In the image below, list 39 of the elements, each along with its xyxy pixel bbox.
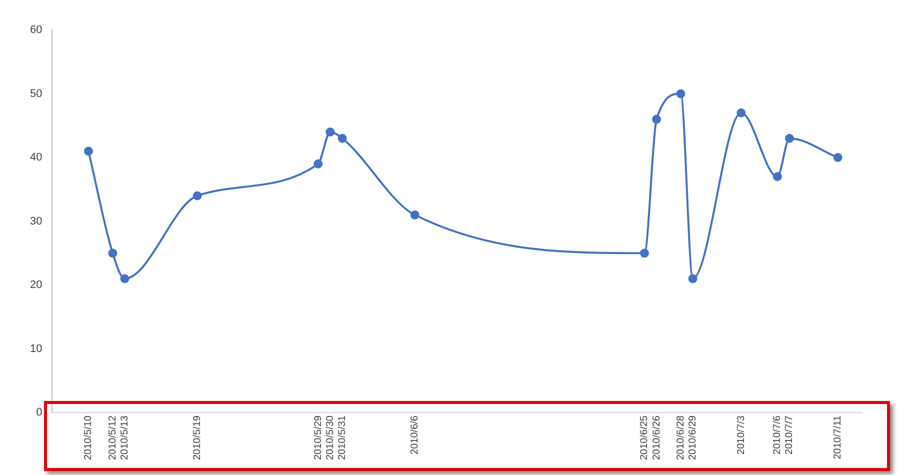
point — [410, 210, 420, 220]
y-tick-label: 60 — [30, 24, 42, 36]
x-tick-label: 2010/7/11 — [832, 415, 844, 460]
point — [652, 114, 662, 124]
x-tick-label: 2010/5/13 — [120, 415, 130, 460]
point — [120, 274, 130, 284]
x-tick-label: 2010/5/12 — [107, 415, 118, 460]
x-tick-label: 2010/6/28 — [675, 415, 686, 460]
point — [676, 89, 686, 98]
y-tick-label: 30 — [30, 215, 42, 228]
x-tick-label: 2010/5/31 — [337, 415, 348, 460]
y-tick-label: 0 — [36, 406, 42, 419]
x-tick-label: 2010/6/26 — [651, 415, 662, 460]
x-tick-label: 2010/7/6 — [772, 415, 784, 454]
point — [640, 248, 649, 258]
x-tick-label: 2010/7/3 — [736, 415, 747, 454]
x-tick-label: 2010/6/6 — [410, 415, 421, 454]
y-tick-label: 10 — [30, 342, 42, 355]
x-tick-label: 2010/6/25 — [639, 415, 650, 460]
point — [833, 153, 842, 162]
point — [772, 172, 782, 182]
point — [84, 146, 93, 156]
point — [338, 134, 347, 143]
point — [784, 134, 794, 143]
x-tick-label: 2010/7/7 — [784, 415, 796, 454]
point — [192, 191, 202, 200]
x-tick-label: 2010/5/19 — [192, 415, 204, 460]
y-tick-label: 50 — [30, 88, 42, 100]
point — [736, 108, 746, 118]
point — [326, 128, 335, 137]
x-tick-label: 2010/5/30 — [324, 415, 336, 460]
x-tick-label: 2010/5/29 — [312, 415, 324, 460]
point — [688, 274, 698, 284]
y-tick-label: 40 — [30, 152, 42, 164]
y-tick-label: 20 — [30, 279, 42, 292]
point — [108, 248, 118, 258]
x-tick-label: 2010/6/29 — [688, 415, 699, 460]
point — [314, 159, 323, 168]
x-tick-label: 2010/5/10 — [83, 415, 94, 460]
